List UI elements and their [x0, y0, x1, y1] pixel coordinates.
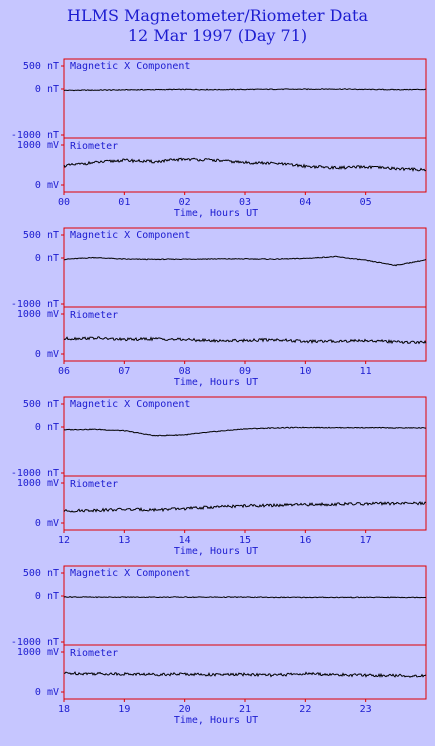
riometer-trace: [63, 336, 427, 345]
magnetic-x-trace: [63, 426, 426, 437]
magnetic-panel-label: Magnetic X Component: [70, 399, 190, 410]
x-tick-label: 07: [118, 366, 130, 377]
riometer-panel-label: Riometer: [70, 648, 118, 659]
riometer-ytick-label: 0 mV: [35, 518, 59, 529]
x-tick-label: 23: [360, 704, 372, 715]
x-tick-label: 03: [239, 197, 251, 208]
magnetic-ytick-label: 500 nT: [23, 61, 59, 72]
x-axis-label: Time, Hours UT: [174, 377, 258, 388]
riometer-panel-label: Riometer: [70, 310, 118, 321]
riometer-panel-frame: [63, 137, 427, 193]
magnetic-ytick-label: 0 nT: [35, 422, 59, 433]
riometer-ytick-label: 1000 mV: [17, 647, 59, 658]
magnetic-panel-label: Magnetic X Component: [70, 568, 190, 579]
magnetic-panel-label: Magnetic X Component: [70, 230, 190, 241]
chart-title: HLMS Magnetometer/Riometer Data: [67, 6, 368, 25]
magnetic-ytick-label: 0 nT: [35, 591, 59, 602]
magnetic-ytick-label: -1000 nT: [11, 637, 59, 648]
chart-subtitle: 12 Mar 1997 (Day 71): [127, 26, 308, 45]
x-axis-label: Time, Hours UT: [174, 546, 258, 557]
riometer-ytick-label: 1000 mV: [17, 140, 59, 151]
x-axis-label: Time, Hours UT: [174, 715, 258, 726]
x-tick-label: 12: [58, 535, 70, 546]
riometer-ytick-label: 1000 mV: [17, 309, 59, 320]
riometer-panel-frame: [63, 644, 427, 700]
magnetic-ytick-label: 0 nT: [35, 253, 59, 264]
magnetic-ytick-label: -1000 nT: [11, 468, 59, 479]
x-tick-label: 18: [58, 704, 70, 715]
x-tick-label: 00: [58, 197, 70, 208]
x-tick-label: 05: [360, 197, 372, 208]
riometer-ytick-label: 1000 mV: [17, 478, 59, 489]
magnetic-ytick-label: 500 nT: [23, 568, 59, 579]
riometer-ytick-label: 0 mV: [35, 349, 59, 360]
x-axis-label: Time, Hours UT: [174, 208, 258, 219]
x-tick-label: 13: [118, 535, 130, 546]
riometer-trace: [63, 157, 427, 172]
magnetic-ytick-label: 500 nT: [23, 230, 59, 241]
x-tick-label: 17: [360, 535, 372, 546]
magnetic-x-trace: [63, 255, 427, 267]
magnetic-panel-label: Magnetic X Component: [70, 61, 190, 72]
x-tick-label: 09: [239, 366, 251, 377]
magnetic-ytick-label: -1000 nT: [11, 299, 59, 310]
x-tick-label: 01: [118, 197, 130, 208]
x-tick-label: 19: [118, 704, 130, 715]
riometer-panel-label: Riometer: [70, 479, 118, 490]
x-tick-label: 15: [239, 535, 251, 546]
x-tick-label: 16: [299, 535, 311, 546]
riometer-trace: [64, 671, 427, 678]
x-tick-label: 14: [179, 535, 191, 546]
riometer-ytick-label: 0 mV: [35, 180, 59, 191]
x-tick-label: 21: [239, 704, 251, 715]
magnetic-x-trace: [63, 596, 427, 599]
x-tick-label: 04: [299, 197, 311, 208]
riometer-ytick-label: 0 mV: [35, 687, 59, 698]
riometer-panel-frame: [63, 475, 427, 531]
riometer-trace: [63, 501, 427, 513]
magnetic-x-trace: [63, 88, 427, 92]
x-tick-label: 10: [299, 366, 311, 377]
x-tick-label: 06: [58, 366, 70, 377]
x-tick-label: 02: [179, 197, 191, 208]
riometer-panel-label: Riometer: [70, 141, 118, 152]
x-tick-label: 08: [179, 366, 191, 377]
x-tick-label: 22: [299, 704, 311, 715]
x-tick-label: 20: [179, 704, 191, 715]
magnetic-ytick-label: 0 nT: [35, 84, 59, 95]
x-tick-label: 11: [360, 366, 372, 377]
riometer-panel-frame: [63, 306, 427, 362]
magnetic-ytick-label: -1000 nT: [11, 130, 59, 141]
magnetic-ytick-label: 500 nT: [23, 399, 59, 410]
